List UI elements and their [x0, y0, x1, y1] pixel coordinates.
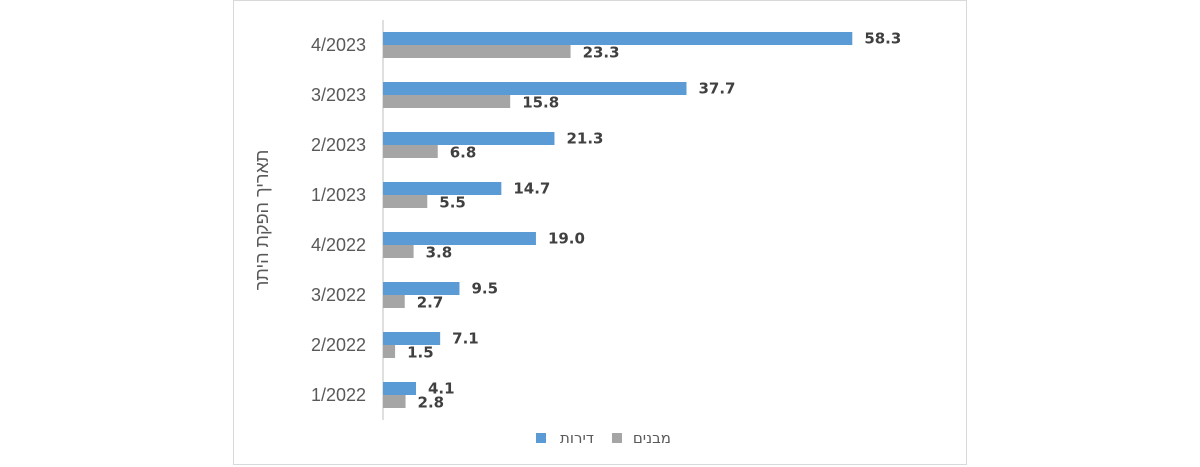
y-tick-label: 2/2023	[311, 135, 366, 155]
bar-buildings-4-2023	[383, 45, 571, 58]
bar-apartments-4-2022	[383, 232, 536, 245]
legend-swatch-apartments	[536, 433, 546, 443]
legend-swatch-buildings	[612, 433, 622, 443]
data-label-buildings: 23.3	[583, 44, 620, 62]
data-label-apartments: 21.3	[566, 130, 603, 148]
y-tick-label: 2/2022	[311, 335, 366, 355]
bar-buildings-3-2022	[383, 295, 405, 308]
data-label-buildings: 2.8	[418, 394, 445, 412]
legend-label-apartments: דירות	[560, 429, 594, 447]
bar-apartments-2-2022	[383, 332, 441, 345]
y-tick-label: 3/2023	[311, 85, 366, 105]
y-tick-label: 1/2023	[311, 185, 366, 205]
legend-label-buildings: מבנים	[633, 429, 671, 447]
bars-layer	[383, 32, 853, 408]
data-label-apartments: 7.1	[452, 330, 479, 348]
labels-layer: 4.12.8 7.1 1.5 9.5 2.7 19.0 3.8 14.7 5.5 21.3 6.8 3…	[407, 30, 901, 412]
bar-buildings-1-2022	[383, 395, 406, 408]
data-label-apartments: 37.7	[698, 80, 735, 98]
bar-apartments-1-2023	[383, 182, 502, 195]
data-label-buildings: 1.5	[407, 344, 434, 362]
data-label-buildings: 5.5	[439, 194, 466, 212]
data-label-buildings: 3.8	[426, 244, 453, 262]
data-label-apartments: 19.0	[548, 230, 585, 248]
legend: דירות מבנים	[536, 429, 671, 447]
bar-apartments-3-2022	[383, 282, 460, 295]
data-label-buildings: 2.7	[417, 294, 444, 312]
y-tick-label: 4/2023	[311, 35, 366, 55]
bar-apartments-4-2023	[383, 32, 853, 45]
data-label-apartments: 9.5	[471, 280, 498, 298]
bar-buildings-2-2022	[383, 345, 396, 358]
data-label-buildings: 15.8	[522, 94, 559, 112]
y-axis-title: תאריך הפקת היתר	[252, 150, 272, 291]
bar-apartments-3-2023	[383, 82, 687, 95]
data-label-apartments: 4.1	[428, 380, 455, 398]
y-tick-label: 3/2022	[311, 285, 366, 305]
y-tick-label: 4/2022	[311, 235, 366, 255]
bar-buildings-4-2022	[383, 245, 414, 258]
data-label-apartments: 14.7	[513, 180, 550, 198]
ticks-layer: 1/2022 2/2022 3/2022 4/2022 1/2023 2/2023 3/20…	[311, 35, 366, 405]
data-label-buildings: 6.8	[450, 144, 477, 162]
data-label-apartments: 58.3	[864, 30, 901, 48]
bar-apartments-2-2023	[383, 132, 555, 145]
chart-frame	[233, 0, 967, 465]
bar-buildings-2-2023	[383, 145, 438, 158]
y-tick-label: 1/2022	[311, 385, 366, 405]
bar-apartments-1-2022	[383, 382, 417, 395]
bar-buildings-1-2023	[383, 195, 428, 208]
bar-buildings-3-2023	[383, 95, 511, 108]
